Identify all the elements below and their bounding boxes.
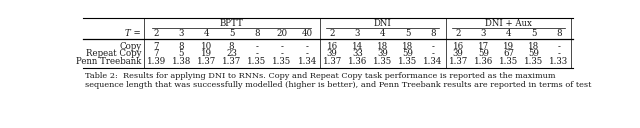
- Text: Copy: Copy: [119, 42, 141, 51]
- Text: T =: T =: [125, 29, 141, 38]
- Text: 8: 8: [556, 29, 561, 38]
- Text: 7: 7: [154, 49, 159, 58]
- Text: 1.33: 1.33: [549, 57, 568, 66]
- Text: 39: 39: [327, 49, 338, 58]
- Text: 5: 5: [229, 29, 234, 38]
- Text: -: -: [557, 42, 560, 51]
- Text: 59: 59: [403, 49, 413, 58]
- Text: 1.36: 1.36: [474, 57, 493, 66]
- Text: 59: 59: [528, 49, 539, 58]
- Text: Penn Treebank: Penn Treebank: [76, 57, 141, 66]
- Text: 17: 17: [477, 42, 489, 51]
- Text: -: -: [255, 49, 258, 58]
- Text: 16: 16: [327, 42, 338, 51]
- Text: 1.35: 1.35: [499, 57, 518, 66]
- Text: 1.38: 1.38: [172, 57, 191, 66]
- Text: -: -: [255, 42, 258, 51]
- Text: 23: 23: [226, 49, 237, 58]
- Text: -: -: [280, 49, 284, 58]
- Text: 40: 40: [301, 29, 313, 38]
- Text: -: -: [306, 42, 308, 51]
- Text: 8: 8: [229, 42, 234, 51]
- Text: 1.37: 1.37: [449, 57, 468, 66]
- Text: -: -: [431, 49, 435, 58]
- Text: DNI + Aux: DNI + Aux: [485, 19, 532, 28]
- Text: 3: 3: [355, 29, 360, 38]
- Text: sequence length that was successfully modelled (higher is better), and Penn Tree: sequence length that was successfully mo…: [84, 81, 591, 89]
- Text: 4: 4: [380, 29, 385, 38]
- Text: 3: 3: [179, 29, 184, 38]
- Text: BPTT: BPTT: [220, 19, 244, 28]
- Text: 33: 33: [352, 49, 363, 58]
- Text: 2: 2: [330, 29, 335, 38]
- Text: 7: 7: [154, 42, 159, 51]
- Text: 18: 18: [377, 42, 388, 51]
- Text: 39: 39: [377, 49, 388, 58]
- Text: -: -: [280, 42, 284, 51]
- Text: 1.35: 1.35: [524, 57, 543, 66]
- Text: 1.34: 1.34: [298, 57, 317, 66]
- Text: 1.39: 1.39: [147, 57, 166, 66]
- Text: 20: 20: [276, 29, 287, 38]
- Text: 59: 59: [478, 49, 489, 58]
- Text: 67: 67: [503, 49, 514, 58]
- Text: 5: 5: [531, 29, 536, 38]
- Text: 1.34: 1.34: [423, 57, 443, 66]
- Text: 5: 5: [405, 29, 410, 38]
- Text: 19: 19: [201, 49, 212, 58]
- Text: 18: 18: [402, 42, 413, 51]
- Text: DNI: DNI: [374, 19, 392, 28]
- Text: 1.35: 1.35: [373, 57, 392, 66]
- Text: 1.37: 1.37: [323, 57, 342, 66]
- Text: Repeat Copy: Repeat Copy: [86, 49, 141, 58]
- Text: -: -: [306, 49, 308, 58]
- Text: 39: 39: [452, 49, 463, 58]
- Text: 3: 3: [481, 29, 486, 38]
- Text: -: -: [557, 49, 560, 58]
- Text: 1.37: 1.37: [222, 57, 241, 66]
- Text: 16: 16: [452, 42, 463, 51]
- Text: 5: 5: [179, 49, 184, 58]
- Text: 8: 8: [254, 29, 260, 38]
- Text: 4: 4: [204, 29, 209, 38]
- Text: 8: 8: [179, 42, 184, 51]
- Text: 2: 2: [154, 29, 159, 38]
- Text: -: -: [431, 42, 435, 51]
- Text: 1.35: 1.35: [273, 57, 292, 66]
- Text: Table 2:  Results for applying DNI to RNNs. Copy and Repeat Copy task performanc: Table 2: Results for applying DNI to RNN…: [84, 72, 555, 80]
- Text: 4: 4: [506, 29, 511, 38]
- Text: 18: 18: [528, 42, 540, 51]
- Text: 1.36: 1.36: [348, 57, 367, 66]
- Text: 2: 2: [455, 29, 461, 38]
- Text: 19: 19: [503, 42, 514, 51]
- Text: 10: 10: [201, 42, 212, 51]
- Text: 8: 8: [430, 29, 436, 38]
- Text: 14: 14: [352, 42, 363, 51]
- Text: 1.37: 1.37: [197, 57, 216, 66]
- Text: 1.35: 1.35: [247, 57, 266, 66]
- Text: 1.35: 1.35: [398, 57, 417, 66]
